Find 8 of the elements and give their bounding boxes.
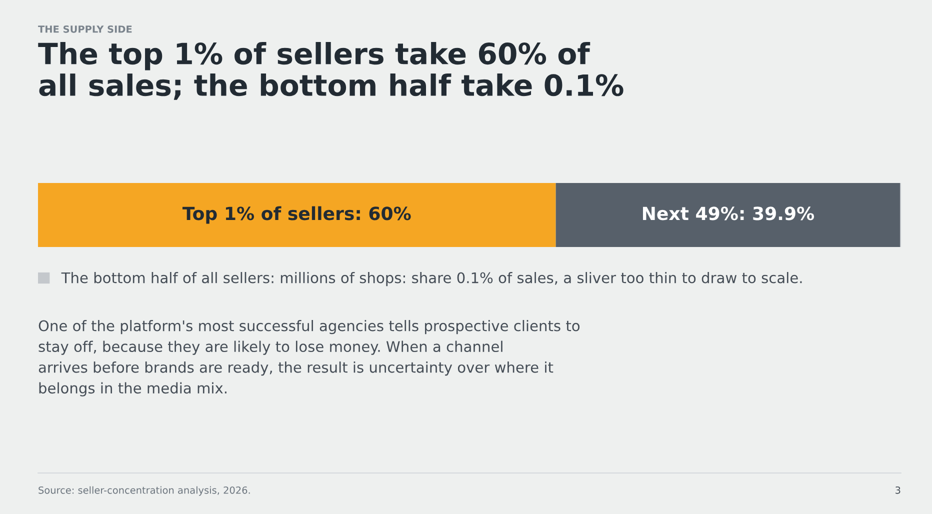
- data-label: Next 49%: 39.9%: [642, 206, 814, 220]
- source-note: Source: seller-concentration analysis, 2026.: [38, 486, 250, 496]
- legend-label: The bottom half of all sellers: millions of shops: share 0.1% of sales, a sliver too thin to draw to scale.: [61, 272, 802, 286]
- chart-subtitle: THE SUPPLY SIDE: [38, 25, 132, 33]
- data-label: Top 1% of sellers: 60%: [182, 206, 411, 224]
- text: 3: [896, 486, 900, 494]
- chart-title: The top 1% of sellers take 60% of all sales; the bottom half take 0.1%: [38, 42, 624, 100]
- text: One of the platform's most successful agencies tells prospective clients to stay off, because they are likely to lose money. When a channel arrives before brands are ready, the result is uncertainty over where it belongs in the media mix.: [38, 320, 580, 396]
